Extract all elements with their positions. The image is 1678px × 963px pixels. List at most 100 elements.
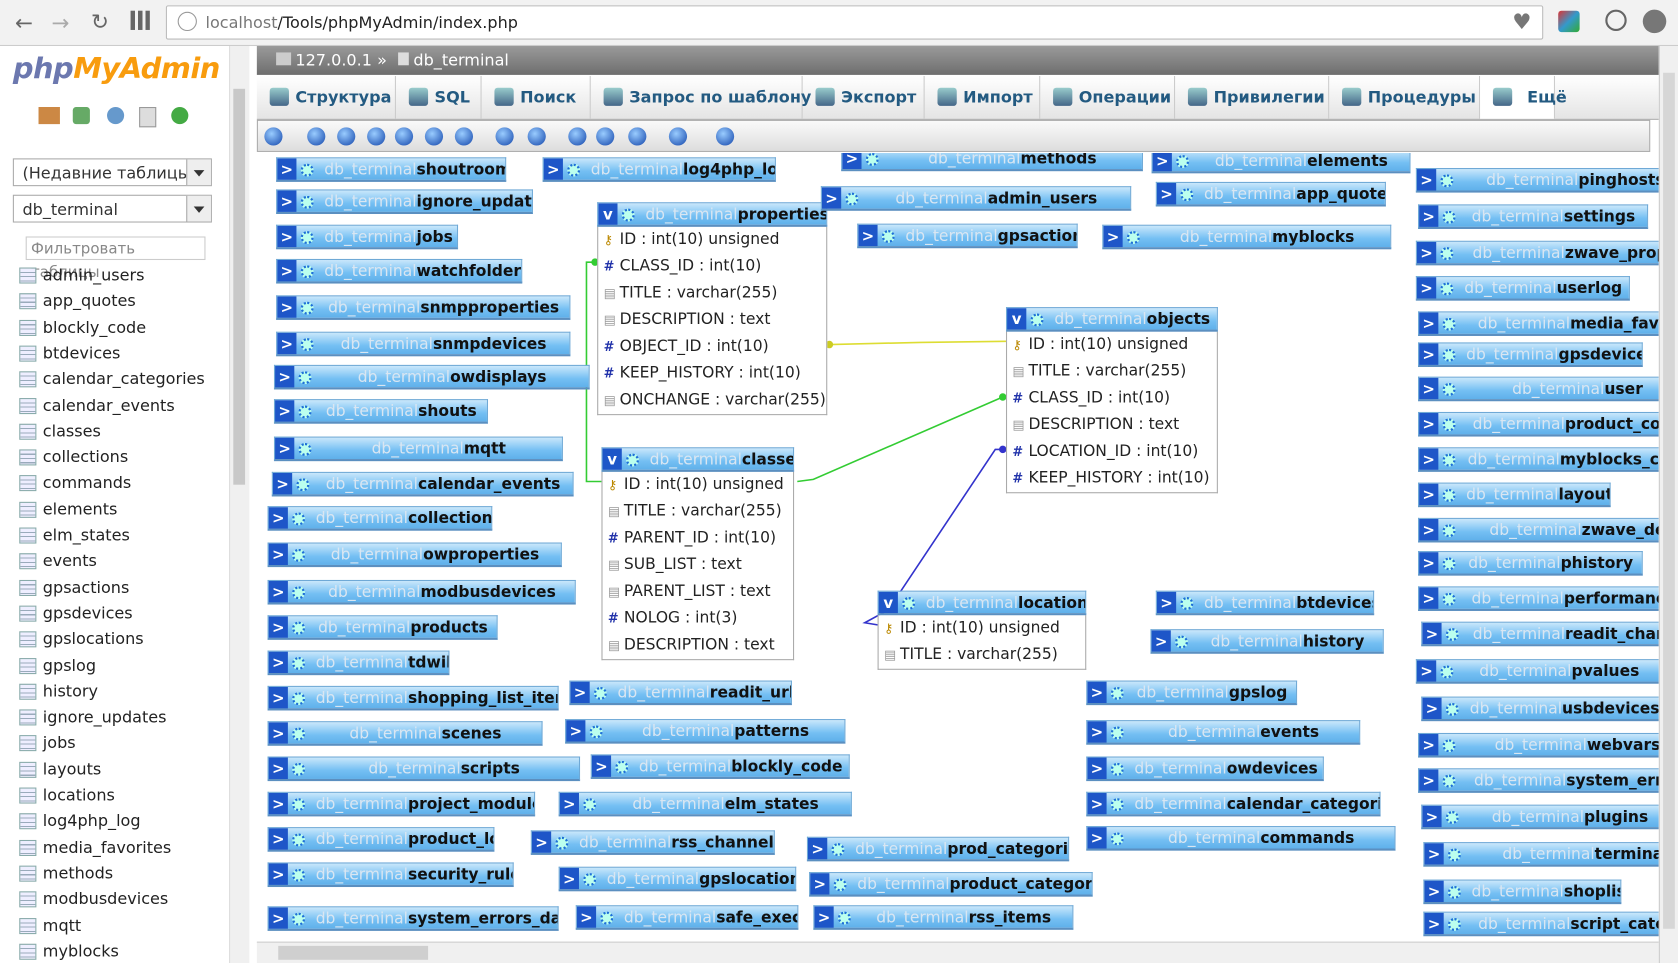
designer-table[interactable]: > db_terminalproducts <box>267 615 498 640</box>
designer-table[interactable]: > db_terminalscripts <box>267 756 581 782</box>
toggle-button[interactable]: > <box>268 907 288 929</box>
toggle-button[interactable]: > <box>1419 448 1439 470</box>
designer-table[interactable]: > db_terminalzwave_prope <box>1415 240 1659 266</box>
docs-icon[interactable] <box>107 107 125 125</box>
gear-icon[interactable] <box>845 192 859 206</box>
tab[interactable]: Поиск <box>482 75 591 119</box>
database-select[interactable]: db_terminal <box>12 194 212 223</box>
address-bar[interactable]: localhost/Tools/phpMyAdmin/index.php <box>165 5 1544 40</box>
toggle-button[interactable]: > <box>531 831 552 853</box>
toggle-button[interactable]: > <box>1419 518 1439 541</box>
gear-icon[interactable] <box>1180 597 1194 610</box>
gear-icon[interactable] <box>1447 885 1461 899</box>
gear-icon[interactable] <box>837 911 851 925</box>
gear-icon[interactable] <box>292 586 306 600</box>
column[interactable]: ID : int(10) unsigned <box>1007 332 1217 359</box>
designer-table[interactable]: > db_terminalscenes <box>267 721 543 746</box>
table-header[interactable]: > db_terminalsystem_errors_data <box>267 906 559 931</box>
toggle-button[interactable]: > <box>559 792 579 815</box>
designer-table[interactable]: > db_terminalbtdevices <box>1155 590 1375 616</box>
account-button[interactable] <box>1642 9 1667 34</box>
toggle-button[interactable]: > <box>1087 681 1107 703</box>
gear-icon[interactable] <box>1126 231 1140 244</box>
toggle-button[interactable]: > <box>268 581 288 603</box>
toggle-button[interactable]: > <box>1422 697 1442 720</box>
gear-icon[interactable] <box>292 798 306 812</box>
table-header[interactable]: > db_terminalelm_states <box>558 791 852 817</box>
toggle-button[interactable]: v <box>602 448 622 470</box>
designer-table[interactable]: > db_terminalproduct_log <box>267 827 495 852</box>
toggle-button[interactable]: > <box>1419 205 1439 227</box>
toggle-button[interactable]: > <box>1419 734 1439 756</box>
tab[interactable]: SQL <box>396 75 482 119</box>
toggle-button[interactable]: > <box>268 507 288 529</box>
toggle-button[interactable]: > <box>591 755 612 777</box>
designer-table[interactable]: > db_terminaladmin_users <box>820 186 1132 211</box>
designer-table[interactable]: > db_terminalreadit_channe <box>1421 621 1659 647</box>
gear-icon[interactable] <box>1442 524 1456 538</box>
designer-table[interactable]: > db_terminalwebvars <box>1418 732 1659 758</box>
gear-icon[interactable] <box>626 453 639 467</box>
designer-table[interactable]: > db_terminalcollections <box>267 506 493 531</box>
toolbar-button[interactable] <box>527 127 546 146</box>
toggle-button[interactable]: > <box>1419 587 1439 609</box>
designer-table[interactable]: > db_terminalcommands <box>1086 826 1396 851</box>
table-header[interactable]: > db_terminalproducts <box>267 615 498 640</box>
gear-icon[interactable] <box>1110 726 1124 740</box>
table-header[interactable]: > db_terminaltermina <box>1423 842 1659 867</box>
table-header[interactable]: > db_terminalsystem_error <box>1418 768 1659 793</box>
designer-table[interactable]: > db_terminalshoplist <box>1423 879 1622 905</box>
toggle-button[interactable]: > <box>1087 827 1107 849</box>
table-header[interactable]: > db_terminalcollections <box>267 506 493 531</box>
breadcrumb-database[interactable]: db_terminal <box>413 50 509 70</box>
designer-table[interactable]: > db_terminalmodbusdevices <box>267 579 576 605</box>
toggle-button[interactable]: > <box>268 863 288 885</box>
gear-icon[interactable] <box>292 762 306 776</box>
toolbar-button[interactable] <box>596 127 615 146</box>
gear-icon[interactable] <box>300 265 314 279</box>
gear-icon[interactable] <box>298 371 312 385</box>
designer-table[interactable]: > db_terminalelm_states <box>558 791 852 817</box>
sidebar-table[interactable]: myblocks <box>19 939 119 963</box>
designer-table[interactable]: > db_terminalignore_updates <box>276 189 533 215</box>
designer-table[interactable]: > db_terminalevents <box>1086 720 1361 745</box>
designer-table[interactable]: > db_terminalwatchfolders <box>276 258 523 284</box>
gear-icon[interactable] <box>300 301 314 315</box>
sidebar-table[interactable]: app_quotes <box>19 289 136 313</box>
sidebar-table[interactable]: gpslog <box>19 653 96 677</box>
toggle-button[interactable]: > <box>1156 182 1177 205</box>
table-header[interactable]: > db_terminalreadit_urls <box>569 680 792 706</box>
table-header[interactable]: > db_terminalproduct_code <box>1418 411 1659 437</box>
tab[interactable]: Привилегии <box>1175 75 1330 119</box>
toolbar-button[interactable] <box>454 127 474 146</box>
gear-icon[interactable] <box>881 230 895 243</box>
back-button[interactable]: ← <box>14 9 33 36</box>
scroll-thumb[interactable] <box>233 88 246 485</box>
table-header[interactable]: > db_terminalproject_modules <box>267 791 536 817</box>
table-header[interactable]: > db_terminalscripts <box>267 756 581 782</box>
designer-table[interactable]: > db_terminallog4php_log <box>542 157 776 182</box>
table-header[interactable]: > db_terminaladmin_users <box>820 186 1132 211</box>
designer-table[interactable]: > db_terminalphistory <box>1418 551 1643 576</box>
table-header[interactable]: > db_terminalmodbusdevices <box>267 579 576 605</box>
horizontal-scrollbar[interactable] <box>256 941 1659 963</box>
toggle-button[interactable]: > <box>277 225 297 248</box>
tab[interactable]: Запрос по шаблону <box>591 75 811 119</box>
vertical-scrollbar[interactable] <box>1658 46 1678 963</box>
toggle-button[interactable]: > <box>1419 552 1439 574</box>
designer-table[interactable]: > db_terminalmyblocks_cate <box>1418 447 1659 472</box>
scroll-thumb[interactable] <box>1663 72 1675 929</box>
table-header[interactable]: > db_terminalperformance_ <box>1418 586 1659 611</box>
sidebar-table[interactable]: gpsdevices <box>19 601 133 625</box>
tab[interactable]: Структура <box>257 75 396 119</box>
designer-table[interactable]: > db_terminalowdevices <box>1086 756 1324 782</box>
sidebar-table[interactable]: ignore_updates <box>19 705 167 729</box>
toggle-button[interactable]: > <box>277 260 297 282</box>
tab[interactable]: Ещё <box>1480 75 1567 119</box>
table-header[interactable]: > db_terminalgpsdevices <box>1418 342 1643 368</box>
gear-icon[interactable] <box>1440 247 1454 261</box>
sidebar-table[interactable]: mqtt <box>19 913 81 937</box>
gear-icon[interactable] <box>300 231 314 244</box>
toggle-button[interactable]: > <box>272 472 293 495</box>
sidebar-table[interactable]: classes <box>19 419 101 443</box>
